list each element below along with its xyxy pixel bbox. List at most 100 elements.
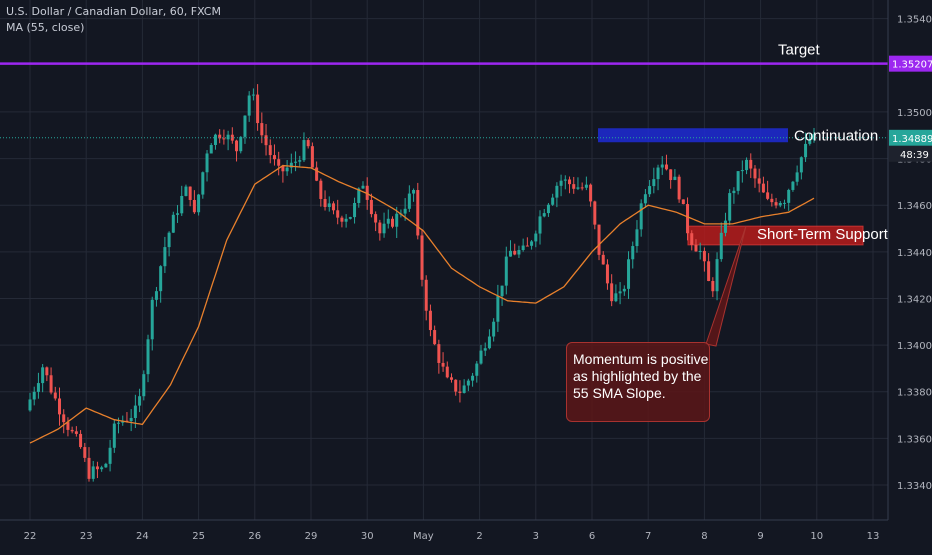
candle-body [496, 296, 500, 322]
candle-body [732, 190, 736, 194]
candle-body [327, 203, 331, 207]
candle-body [433, 330, 437, 345]
candle-body [260, 123, 264, 136]
candle-body [500, 285, 504, 297]
candle-body [753, 168, 757, 179]
zones [598, 128, 864, 246]
candle-body [323, 198, 327, 207]
candle-body [361, 185, 365, 189]
candle-body [239, 136, 243, 152]
candle-body [475, 363, 479, 376]
candle-body [487, 336, 491, 349]
candle-body [517, 250, 521, 255]
candle-body [62, 414, 66, 423]
indicator-label: MA (55, close) [6, 21, 85, 34]
x-tick-label: 30 [361, 531, 374, 542]
candle-body [694, 244, 698, 252]
y-tick-label: 1.34200 [897, 294, 932, 305]
candle-body [407, 193, 411, 209]
candle-body [150, 299, 154, 340]
candle-body [256, 94, 260, 124]
x-tick-label: 29 [305, 531, 318, 542]
candle-body [117, 422, 121, 424]
candle-body [635, 229, 639, 247]
candle-body [471, 375, 475, 381]
candle-body [605, 264, 609, 284]
candle-body [344, 218, 348, 222]
support-label: Short-Term Support [757, 226, 889, 243]
candle-body [795, 172, 799, 182]
y-tick-label: 1.34000 [897, 341, 932, 352]
price-label-box [889, 55, 932, 72]
candle-body [525, 245, 529, 247]
candle-body [584, 184, 588, 188]
overlays: Target Continuation Short-Term Support [0, 42, 889, 347]
candle-body [740, 170, 744, 172]
x-tick-label: 3 [533, 531, 539, 542]
candle-body [390, 218, 394, 227]
candle-body [808, 139, 812, 144]
candle-body [348, 217, 352, 219]
candle-body [509, 250, 513, 257]
candle-body [378, 222, 382, 234]
candle-body [791, 181, 795, 190]
candle-body [677, 176, 681, 200]
x-tick-label: 8 [701, 531, 707, 542]
y-tick-label: 1.34400 [897, 248, 932, 259]
candle-body [690, 233, 694, 245]
candle-body [188, 186, 192, 200]
x-tick-label: 26 [248, 531, 261, 542]
candle-body [804, 143, 808, 158]
candle-body [728, 193, 732, 221]
candle-body [331, 203, 335, 211]
candle-body [112, 423, 116, 448]
candle-body [723, 220, 727, 233]
x-tick-label: 9 [757, 531, 763, 542]
candle-body [412, 190, 416, 194]
candle-body [576, 187, 580, 189]
candle-body [812, 134, 816, 140]
candle-body [597, 224, 601, 255]
candle-body [104, 463, 108, 468]
candle-body [285, 167, 289, 172]
candle-body [403, 208, 407, 214]
candle-body [601, 254, 605, 265]
chart-legend: U.S. Dollar / Canadian Dollar, 60, FXCM … [6, 4, 221, 36]
candle-body [618, 291, 622, 294]
candle-body [538, 216, 542, 234]
candle-body [95, 466, 99, 470]
candle-body [74, 431, 78, 434]
candle-body [454, 379, 458, 392]
candle-body [315, 167, 319, 181]
candle-body [272, 155, 276, 160]
candle-body [711, 280, 715, 292]
callout-line-1: Momentum is positive [573, 351, 709, 367]
candle-body [205, 153, 209, 173]
y-tick-label: 1.33800 [897, 388, 932, 399]
candle-body [83, 447, 87, 458]
candle-body [521, 245, 525, 251]
x-tick-label: 10 [810, 531, 823, 542]
candle-body [568, 179, 572, 185]
candle-body [736, 171, 740, 191]
candle-body [774, 202, 778, 206]
candle-body [91, 466, 95, 479]
x-tick-label: 7 [645, 531, 651, 542]
candle-body [546, 204, 550, 214]
candle-body [218, 134, 222, 139]
candle-body [243, 115, 247, 137]
candle-body [180, 195, 184, 214]
candle-body [306, 140, 310, 147]
callout-line-2: as highlighted by the [573, 368, 702, 384]
price-label-text: 1.35207 [892, 60, 932, 71]
candle-body [353, 202, 357, 218]
candle-body [761, 183, 765, 193]
candle-body [799, 157, 803, 173]
candle-body [559, 180, 563, 186]
candle-body [197, 194, 201, 213]
candle-body [146, 339, 150, 375]
candle-body [138, 396, 142, 406]
candle-body [639, 203, 643, 230]
